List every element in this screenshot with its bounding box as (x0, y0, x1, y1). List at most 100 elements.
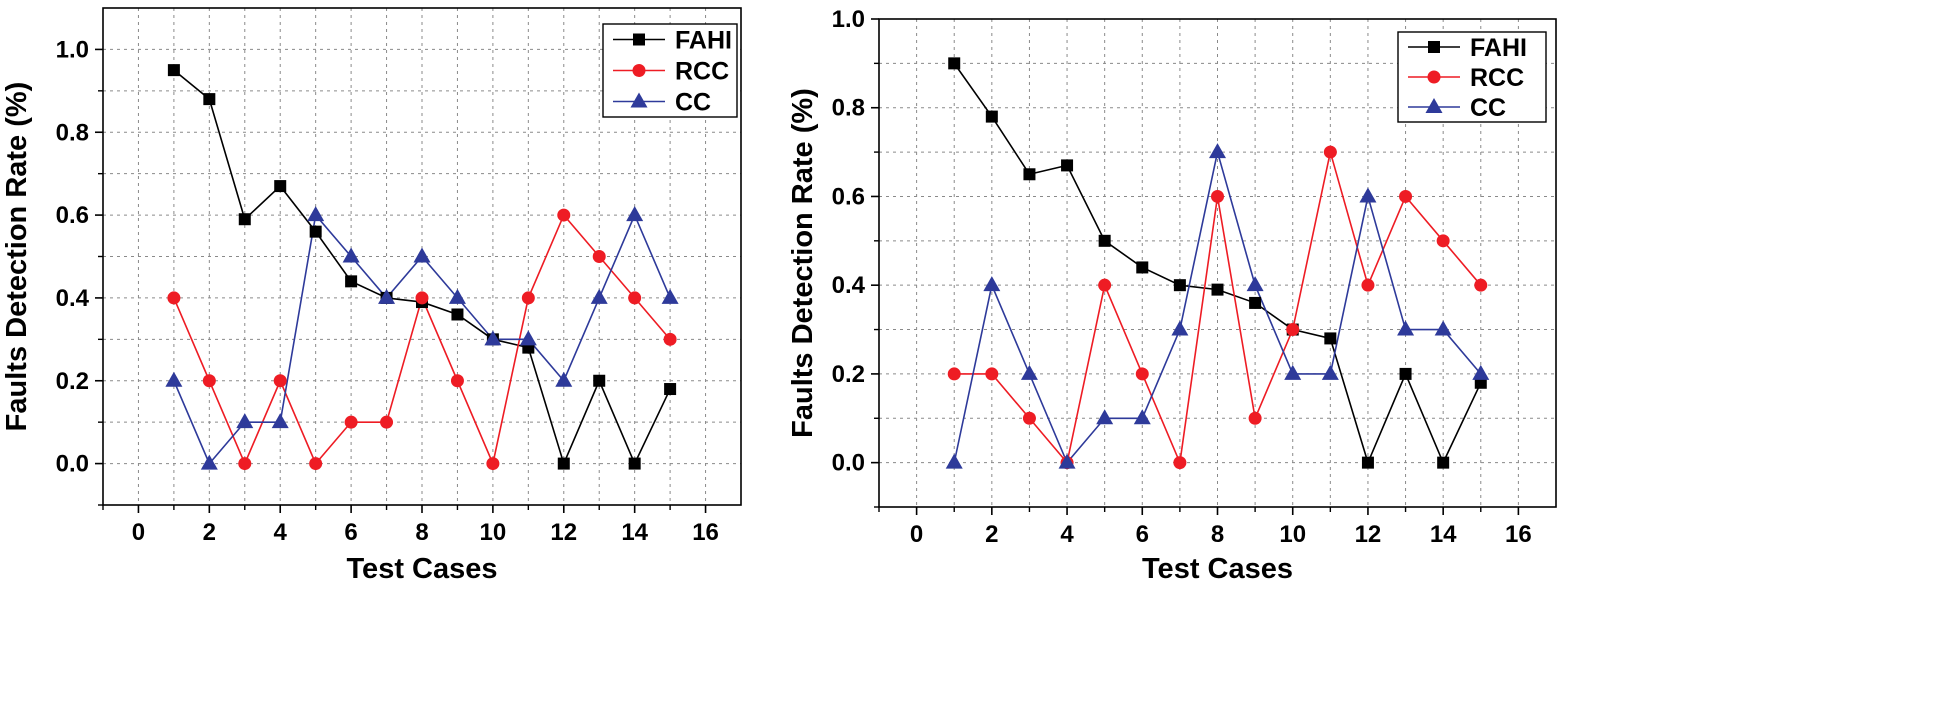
x-tick-label: 4 (274, 519, 288, 546)
data-point-fahi (557, 457, 570, 470)
data-point-fahi (309, 225, 322, 238)
x-tick-label: 2 (985, 521, 998, 548)
data-point-rcc (1022, 411, 1036, 425)
x-tick-label: 14 (1430, 521, 1457, 548)
y-tick-label: 1.0 (832, 6, 865, 33)
series-line-fahi (953, 62, 1482, 465)
data-point-fahi (1061, 159, 1074, 172)
data-point-fahi (1399, 367, 1412, 380)
data-point-fahi (1023, 168, 1036, 181)
data-point-cc (590, 288, 608, 304)
x-tick-label: 8 (1211, 521, 1224, 548)
data-point-rcc (663, 332, 677, 346)
y-tick-label: 0.2 (832, 361, 865, 388)
data-point-rcc (238, 457, 252, 471)
y-axis-title: Faults Detection Rate (%) (1, 82, 33, 432)
y-tick-label: 1.0 (56, 36, 89, 63)
data-point-rcc (415, 291, 429, 305)
y-tick-label: 0.0 (56, 451, 89, 478)
data-point-fahi (1361, 456, 1374, 469)
x-axis-title: Test Cases (1142, 553, 1293, 585)
data-point-rcc (521, 291, 535, 305)
legend-marker-fahi (633, 33, 645, 46)
data-point-rcc (1436, 234, 1450, 248)
y-tick-label: 0.8 (832, 95, 865, 122)
data-point-rcc (1361, 278, 1375, 292)
y-tick-label: 0.0 (832, 450, 865, 477)
data-point-rcc (985, 367, 999, 381)
data-point-rcc (380, 415, 394, 429)
data-point-fahi (664, 383, 677, 396)
data-point-fahi (203, 93, 216, 106)
data-point-fahi (1211, 283, 1224, 296)
data-point-cc (945, 453, 963, 469)
legend-label-rcc: RCC (675, 58, 729, 86)
data-point-cc (342, 247, 360, 263)
chart-left: 0 2 4 6 8 10 12 14 16 0.0 0.2 0.4 0.6 0.8 1.0 Test Case… (1, 7, 742, 585)
legend-marker-rcc (1427, 70, 1441, 84)
data-point-rcc (202, 374, 216, 388)
data-point-cc (1096, 409, 1114, 425)
y-tick-label: 0.6 (56, 202, 89, 229)
x-tick-label: 6 (1136, 521, 1149, 548)
data-point-rcc (947, 367, 961, 381)
data-point-rcc (1173, 456, 1187, 470)
data-point-fahi (1324, 332, 1337, 345)
chart-right: 0 2 4 6 8 10 12 14 16 0.0 0.2 0.4 0.6 0.8 1.0 Test Case… (787, 6, 1557, 585)
data-point-cc (1321, 364, 1339, 380)
data-point-cc (1472, 364, 1490, 380)
data-point-fahi (1249, 296, 1262, 309)
y-tick-label: 0.2 (56, 368, 89, 395)
data-point-fahi (451, 308, 464, 321)
legend-marker-rcc (632, 64, 646, 77)
data-point-cc (1434, 320, 1452, 336)
x-tick-label: 16 (692, 519, 719, 546)
data-point-cc (519, 330, 537, 346)
data-point-cc (1209, 143, 1226, 159)
data-point-fahi (1173, 279, 1186, 292)
y-axis-title: Faults Detection Rate (%) (787, 88, 819, 438)
legend-marker-fahi (1428, 41, 1440, 53)
x-tick-label: 10 (1279, 521, 1306, 548)
y-tick-label: 0.4 (56, 285, 90, 312)
data-point-cc (661, 288, 679, 304)
legend-label-cc: CC (1470, 94, 1506, 122)
data-point-rcc (592, 250, 606, 263)
legend-label-rcc: RCC (1470, 64, 1524, 92)
data-point-fahi (1136, 261, 1149, 274)
x-tick-label: 12 (550, 519, 577, 546)
x-tick-label: 0 (132, 519, 145, 546)
legend-label-fahi: FAHI (675, 27, 732, 55)
y-tick-label: 0.4 (832, 272, 866, 299)
data-point-cc (378, 288, 396, 304)
data-point-cc (307, 206, 325, 222)
legend-label-cc: CC (675, 89, 711, 117)
data-point-fahi (167, 64, 180, 77)
data-point-cc (1171, 320, 1189, 336)
data-point-cc (1246, 276, 1264, 292)
data-point-rcc (1286, 323, 1300, 337)
data-point-cc (555, 371, 573, 387)
data-point-rcc (1211, 189, 1224, 203)
data-point-cc (1058, 453, 1076, 469)
x-tick-label: 4 (1060, 521, 1074, 548)
data-point-fahi (628, 457, 641, 470)
x-tick-label: 14 (621, 519, 648, 546)
x-tick-label: 12 (1355, 521, 1382, 548)
data-point-rcc (1248, 411, 1262, 425)
data-point-cc (983, 276, 1001, 292)
data-point-fahi (948, 57, 961, 70)
data-point-rcc (167, 291, 181, 305)
data-point-fahi (985, 110, 998, 123)
data-point-cc (448, 288, 466, 304)
data-point-cc (1397, 320, 1415, 336)
data-point-cc (1020, 364, 1038, 380)
data-point-cc (413, 247, 431, 263)
data-point-cc (271, 413, 289, 429)
y-tick-label: 0.8 (56, 119, 89, 146)
data-point-cc (1284, 364, 1302, 380)
data-point-cc (200, 454, 218, 470)
data-point-fahi (345, 275, 358, 288)
data-point-fahi (1437, 456, 1450, 469)
x-tick-label: 16 (1505, 521, 1532, 548)
